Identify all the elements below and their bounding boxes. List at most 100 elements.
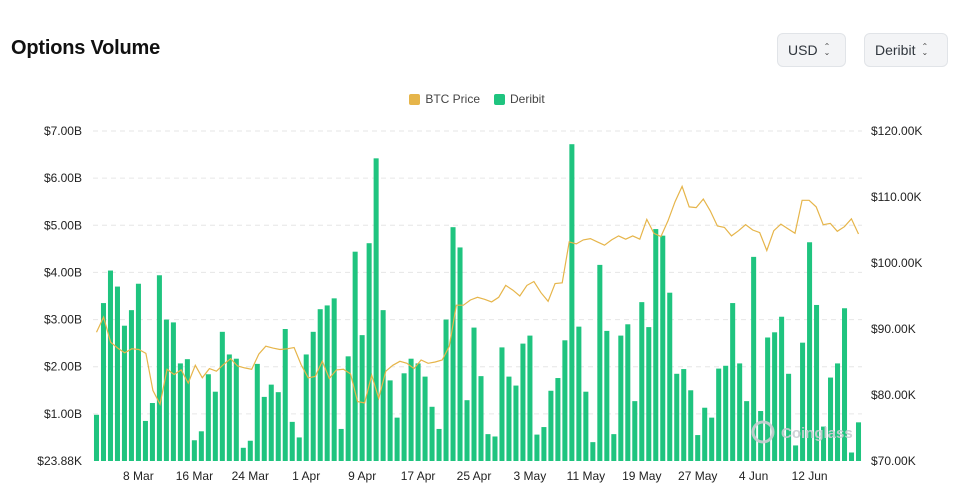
- deribit-bar: [688, 390, 694, 461]
- deribit-bar: [492, 436, 498, 461]
- x-axis-tick-label: 19 May: [622, 469, 661, 483]
- deribit-bar: [282, 329, 288, 461]
- deribit-bar: [394, 417, 400, 461]
- x-axis-tick-label: 1 Apr: [292, 469, 320, 483]
- x-axis-ticks: 8 Mar 16 Mar 24 Mar 1 Apr 9 Apr 17 Apr 25 Apr 3…: [123, 469, 828, 483]
- deribit-bar: [219, 331, 225, 461]
- left-axis-tick-label: $5.00B: [44, 218, 82, 232]
- deribit-bar: [513, 385, 519, 461]
- deribit-bar: [611, 434, 617, 461]
- legend-label-deribit: Deribit: [510, 92, 545, 106]
- legend-item-deribit[interactable]: Deribit: [494, 92, 545, 106]
- watermark-logo-icon: [751, 420, 775, 444]
- deribit-bar: [716, 368, 722, 461]
- deribit-bar: [443, 319, 449, 461]
- deribit-bar: [170, 322, 176, 461]
- deribit-bar: [212, 391, 218, 461]
- deribit-bar: [709, 417, 715, 461]
- right-axis-tick-label: $80.00K: [871, 388, 916, 402]
- legend-label-btc-price: BTC Price: [425, 92, 480, 106]
- deribit-bar: [667, 292, 673, 461]
- deribit-bar: [233, 358, 239, 461]
- deribit-bar: [317, 309, 323, 461]
- deribit-bar: [618, 335, 624, 461]
- deribit-bar: [632, 401, 638, 461]
- deribit-bar: [653, 229, 659, 461]
- deribit-bar: [107, 270, 113, 461]
- deribit-bar: [772, 332, 778, 461]
- x-axis-tick-label: 4 Jun: [739, 469, 768, 483]
- deribit-bar: [597, 264, 603, 461]
- deribit-bar: [373, 158, 379, 461]
- deribit-bar: [121, 325, 127, 461]
- right-axis-tick-label: $100.00K: [871, 256, 922, 270]
- chevron-up-down-icon: ⌃ ⌄: [823, 42, 831, 57]
- left-axis-tick-label: $3.00B: [44, 313, 82, 327]
- deribit-bar: [744, 401, 750, 461]
- deribit-bar: [128, 310, 134, 461]
- deribit-bar: [485, 434, 491, 461]
- right-axis-tick-label: $110.00K: [871, 190, 922, 204]
- chart-legend: BTC Price Deribit: [0, 92, 954, 106]
- legend-item-btc-price[interactable]: BTC Price: [409, 92, 480, 106]
- deribit-bars: [93, 144, 862, 461]
- x-axis-tick-label: 8 Mar: [123, 469, 154, 483]
- deribit-bar: [800, 342, 806, 461]
- deribit-bar: [226, 354, 232, 461]
- deribit-bar: [681, 369, 687, 461]
- deribit-bar: [324, 305, 330, 461]
- deribit-bar: [429, 406, 435, 461]
- left-axis-tick-label: $2.00B: [44, 360, 82, 374]
- deribit-bar: [352, 251, 358, 461]
- deribit-bar: [149, 403, 155, 461]
- exchange-select[interactable]: Deribit ⌃ ⌄: [864, 33, 948, 67]
- chart-grid: [93, 130, 862, 415]
- deribit-bar: [296, 437, 302, 461]
- currency-select[interactable]: USD ⌃ ⌄: [777, 33, 846, 67]
- left-axis-tick-label: $23.88K: [37, 454, 82, 468]
- x-axis-tick-label: 25 Apr: [457, 469, 492, 483]
- x-axis-tick-label: 11 May: [567, 469, 605, 483]
- deribit-bar: [646, 327, 652, 461]
- left-axis-tick-label: $1.00B: [44, 407, 82, 421]
- deribit-bar: [177, 363, 183, 461]
- deribit-bar: [779, 316, 785, 461]
- deribit-bar: [191, 440, 197, 461]
- right-axis-tick-label: $90.00K: [871, 322, 916, 336]
- deribit-bar: [338, 428, 344, 461]
- deribit-bar: [408, 358, 414, 461]
- deribit-bar: [590, 442, 596, 461]
- deribit-bar: [842, 308, 848, 461]
- deribit-bar: [723, 365, 729, 461]
- deribit-bar: [534, 434, 540, 461]
- deribit-bar: [464, 400, 470, 461]
- deribit-bar: [359, 335, 365, 461]
- deribit-bar: [793, 445, 799, 461]
- deribit-bar: [254, 363, 260, 461]
- deribit-bar: [345, 356, 351, 461]
- deribit-bar: [289, 421, 295, 461]
- deribit-bar: [548, 390, 554, 461]
- deribit-bar: [366, 243, 372, 461]
- page-title: Options Volume: [11, 37, 161, 59]
- deribit-bar: [303, 354, 309, 461]
- btc-price-line: [95, 184, 860, 406]
- deribit-bar: [786, 373, 792, 461]
- deribit-bar: [855, 422, 862, 461]
- exchange-select-value: Deribit: [875, 42, 916, 58]
- deribit-bar: [835, 363, 841, 461]
- x-axis-tick-label: 24 Mar: [232, 469, 269, 483]
- deribit-bar: [583, 391, 589, 461]
- deribit-bar: [184, 359, 190, 461]
- right-axis-tick-label: $120.00K: [871, 124, 922, 138]
- deribit-bar: [247, 440, 253, 461]
- deribit-bar: [730, 303, 736, 461]
- watermark: Coinglass: [751, 420, 853, 444]
- deribit-bar: [156, 275, 162, 461]
- left-axis-tick-label: $6.00B: [44, 171, 82, 185]
- deribit-bar: [275, 392, 281, 461]
- deribit-bar: [205, 374, 211, 461]
- deribit-bar: [660, 235, 666, 461]
- deribit-bar: [639, 302, 645, 461]
- chevron-up-down-icon: ⌃ ⌄: [921, 42, 929, 57]
